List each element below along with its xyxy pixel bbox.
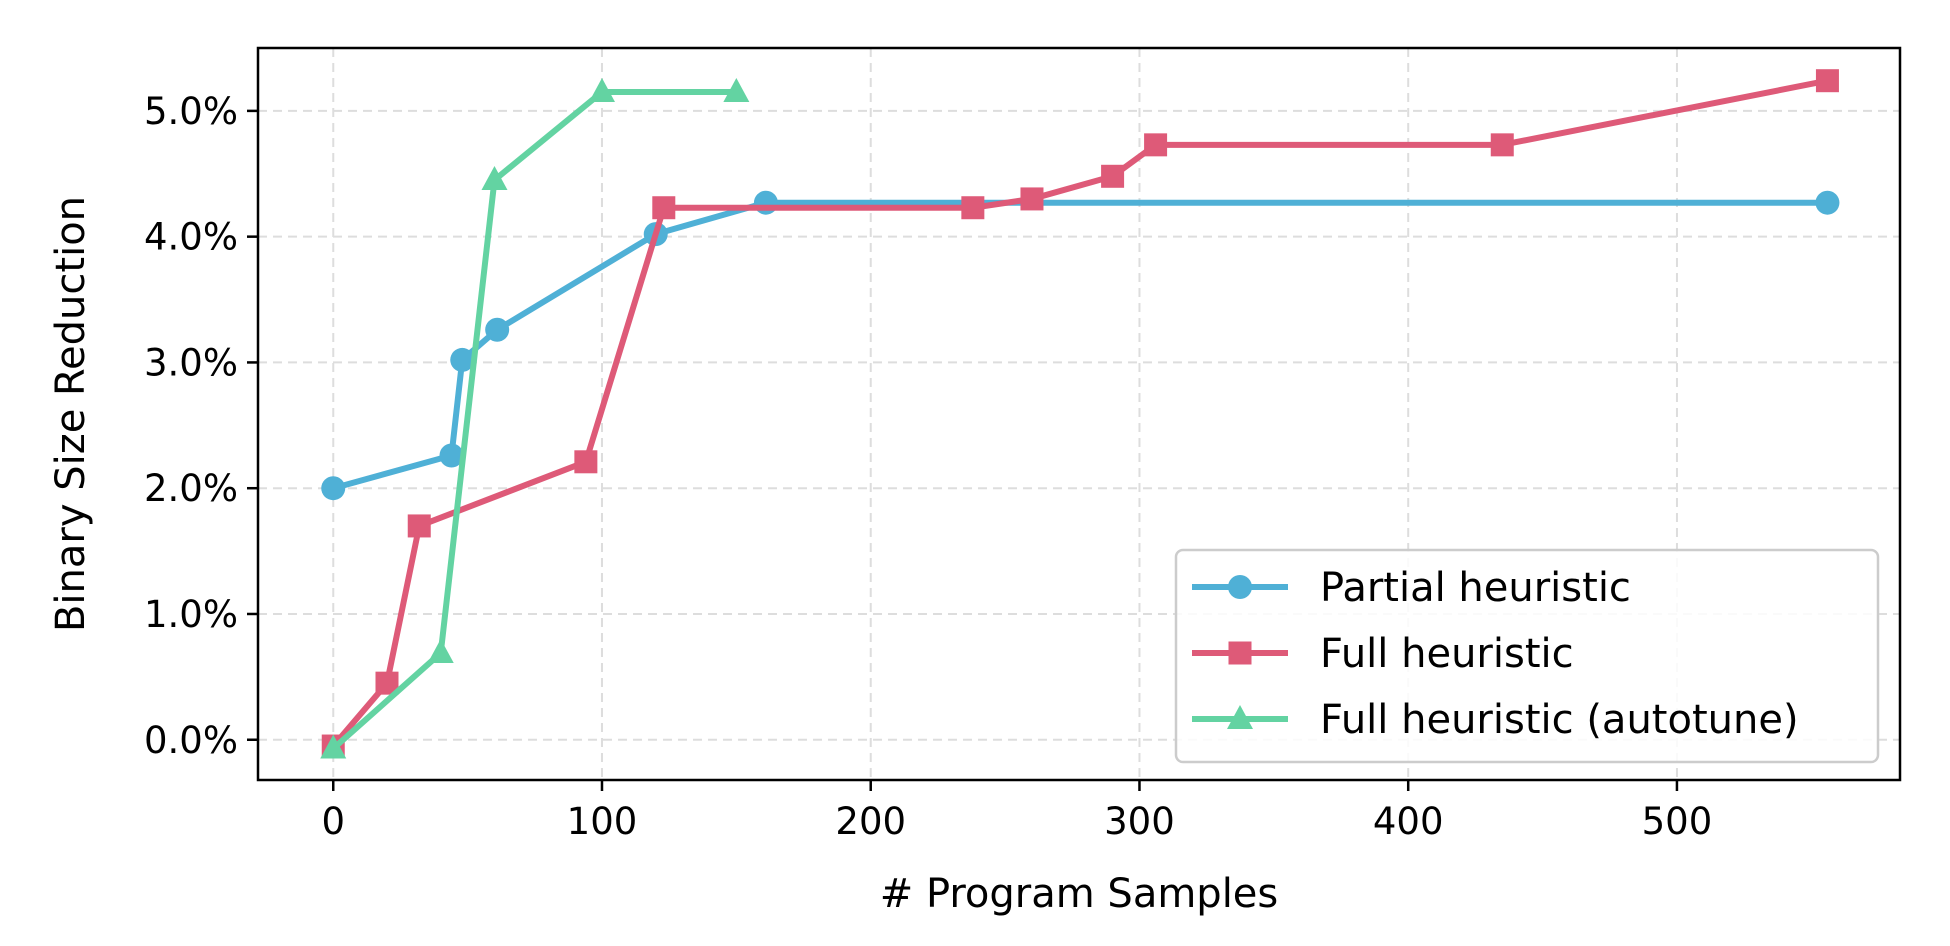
legend-label: Full heuristic (autotune) bbox=[1320, 697, 1799, 743]
data-point-square bbox=[1020, 187, 1044, 211]
x-tick-label: 0 bbox=[321, 800, 345, 843]
series-layer bbox=[320, 69, 1840, 759]
legend-marker-square bbox=[1228, 641, 1252, 665]
legend-item: Full heuristic bbox=[1192, 631, 1574, 677]
x-tick-label: 200 bbox=[835, 800, 906, 843]
data-point-square bbox=[407, 514, 431, 538]
data-point-triangle bbox=[320, 734, 347, 759]
x-tick-label: 300 bbox=[1104, 800, 1175, 843]
y-tick-label: 2.0% bbox=[144, 467, 238, 510]
data-point-square bbox=[1144, 133, 1168, 157]
data-point-triangle bbox=[481, 166, 508, 191]
y-tick-label: 3.0% bbox=[144, 341, 238, 384]
y-tick-label: 4.0% bbox=[144, 216, 238, 259]
y-tick-label: 1.0% bbox=[144, 593, 238, 636]
data-point-square bbox=[1815, 69, 1839, 93]
series-full-heuristic bbox=[321, 69, 1839, 758]
series-full-heuristic-autotune bbox=[320, 78, 750, 759]
data-point-circle bbox=[439, 443, 464, 468]
legend-marker-triangle bbox=[1227, 705, 1253, 729]
plot-frame bbox=[256, 46, 1902, 782]
x-tick-label: 500 bbox=[1642, 800, 1713, 843]
legend: Partial heuristic Full heuristic Full heur… bbox=[1174, 548, 1880, 764]
data-point-triangle bbox=[723, 78, 750, 103]
legend-label: Partial heuristic bbox=[1320, 565, 1631, 611]
data-point-square bbox=[1490, 133, 1514, 157]
data-point-square bbox=[375, 671, 399, 695]
data-point-square bbox=[961, 196, 985, 220]
legend-box bbox=[1174, 548, 1880, 764]
y-tick-label: 5.0% bbox=[144, 90, 238, 133]
y-axis-label: Binary Size Reduction bbox=[48, 196, 94, 632]
data-point-triangle bbox=[588, 78, 615, 103]
data-point-square bbox=[1101, 164, 1125, 188]
data-point-circle bbox=[1815, 190, 1840, 215]
legend-label: Full heuristic bbox=[1320, 631, 1574, 677]
y-tick-label: 0.0% bbox=[144, 719, 238, 762]
x-axis-label: # Program Samples bbox=[880, 871, 1279, 917]
data-point-circle bbox=[485, 317, 510, 342]
data-point-square bbox=[574, 450, 598, 474]
data-point-circle bbox=[321, 476, 346, 501]
axis-ticks: 0 100 200 300 400 500 0.0% 1.0% 2.0% 3.0% 4.0% 5.0% bbox=[144, 90, 1712, 843]
data-point-triangle bbox=[427, 638, 454, 663]
x-tick-label: 100 bbox=[567, 800, 638, 843]
legend-item: Partial heuristic bbox=[1192, 565, 1631, 611]
data-point-circle bbox=[753, 190, 778, 215]
x-tick-label: 400 bbox=[1373, 800, 1444, 843]
legend-item: Full heuristic (autotune) bbox=[1192, 697, 1799, 743]
grid-lines bbox=[258, 48, 1900, 780]
data-point-circle bbox=[450, 347, 475, 372]
legend-marker-circle bbox=[1228, 575, 1252, 599]
data-point-square bbox=[652, 196, 676, 220]
